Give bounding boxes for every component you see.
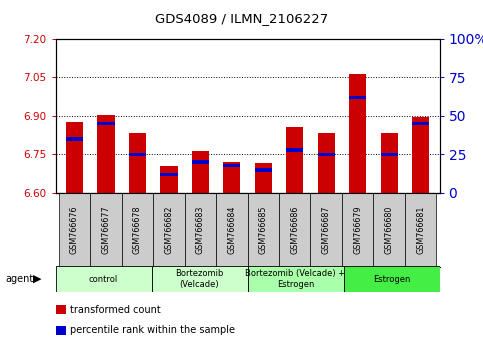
Bar	[412, 117, 429, 193]
Bar	[185, 193, 216, 267]
Text: GSM766683: GSM766683	[196, 206, 205, 254]
Bar	[153, 193, 185, 267]
Bar	[192, 160, 209, 164]
Bar	[129, 153, 146, 156]
Bar	[216, 193, 248, 267]
Bar	[56, 266, 152, 292]
Bar	[129, 133, 146, 193]
Text: GSM766687: GSM766687	[322, 206, 331, 255]
Bar	[66, 137, 83, 141]
Bar	[255, 168, 272, 172]
Bar	[286, 127, 303, 193]
Text: GSM766676: GSM766676	[70, 206, 79, 255]
Text: GSM766685: GSM766685	[259, 206, 268, 255]
Bar	[223, 164, 241, 167]
Bar	[412, 122, 429, 125]
Bar	[160, 166, 178, 193]
Bar	[317, 133, 335, 193]
Bar	[66, 122, 83, 193]
Bar	[59, 193, 90, 267]
Bar	[286, 148, 303, 152]
Text: GSM766680: GSM766680	[384, 206, 394, 254]
Bar	[311, 193, 342, 267]
Text: percentile rank within the sample: percentile rank within the sample	[70, 325, 235, 335]
Text: Bortezomib
(Velcade): Bortezomib (Velcade)	[175, 269, 224, 289]
Text: GDS4089 / ILMN_2106227: GDS4089 / ILMN_2106227	[155, 12, 328, 25]
Bar	[342, 193, 373, 267]
Text: ▶: ▶	[33, 274, 42, 284]
Bar	[349, 74, 366, 193]
Text: Bortezomib (Velcade) +
Estrogen: Bortezomib (Velcade) + Estrogen	[245, 269, 346, 289]
Text: GSM766684: GSM766684	[227, 206, 236, 254]
Text: GSM766677: GSM766677	[101, 206, 111, 255]
Bar	[97, 122, 114, 125]
Bar	[405, 193, 436, 267]
Text: GSM766679: GSM766679	[353, 206, 362, 255]
Text: GSM766686: GSM766686	[290, 206, 299, 254]
Bar	[343, 266, 440, 292]
Bar	[160, 173, 178, 176]
Bar	[381, 133, 398, 193]
Bar	[223, 162, 241, 193]
Bar	[317, 153, 335, 156]
Text: Estrogen: Estrogen	[373, 275, 410, 284]
Bar	[381, 153, 398, 156]
Bar	[373, 193, 405, 267]
Bar	[279, 193, 311, 267]
Bar	[97, 115, 114, 193]
Bar	[90, 193, 122, 267]
Text: control: control	[89, 275, 118, 284]
Bar	[349, 96, 366, 99]
Bar	[152, 266, 248, 292]
Text: GSM766681: GSM766681	[416, 206, 425, 254]
Bar	[122, 193, 153, 267]
Text: GSM766678: GSM766678	[133, 206, 142, 255]
Text: transformed count: transformed count	[70, 305, 161, 315]
Bar	[255, 164, 272, 193]
Bar	[248, 266, 343, 292]
Bar	[192, 150, 209, 193]
Text: GSM766682: GSM766682	[164, 206, 173, 255]
Text: agent: agent	[6, 274, 34, 284]
Bar	[248, 193, 279, 267]
